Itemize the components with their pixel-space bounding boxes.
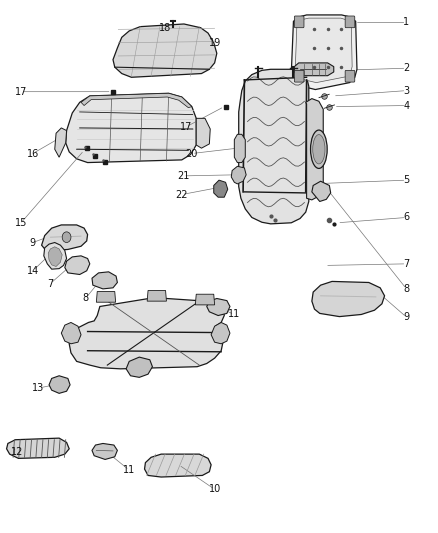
Text: 19: 19	[209, 38, 222, 47]
FancyBboxPatch shape	[345, 70, 355, 82]
Text: 6: 6	[403, 213, 410, 222]
Text: 22: 22	[176, 190, 188, 199]
Polygon shape	[145, 454, 211, 477]
Polygon shape	[92, 272, 117, 289]
Text: 2: 2	[403, 63, 410, 73]
Ellipse shape	[311, 130, 327, 168]
Text: 15: 15	[15, 218, 27, 228]
FancyBboxPatch shape	[294, 70, 304, 82]
Text: 14: 14	[27, 266, 39, 276]
Polygon shape	[294, 63, 334, 76]
Polygon shape	[312, 281, 385, 317]
Polygon shape	[239, 69, 309, 224]
Polygon shape	[55, 128, 67, 157]
Text: 17: 17	[15, 87, 27, 96]
Polygon shape	[147, 290, 166, 301]
Text: 9: 9	[403, 312, 410, 322]
Polygon shape	[214, 180, 228, 197]
Text: 1: 1	[403, 18, 410, 27]
Polygon shape	[113, 24, 217, 77]
Polygon shape	[196, 118, 210, 148]
Circle shape	[62, 232, 71, 243]
Polygon shape	[44, 243, 67, 269]
Text: 7: 7	[403, 259, 410, 269]
Text: 10: 10	[208, 484, 221, 494]
Polygon shape	[69, 298, 224, 369]
Text: 11: 11	[123, 465, 135, 475]
Text: 20: 20	[186, 149, 198, 158]
FancyBboxPatch shape	[345, 16, 355, 28]
Polygon shape	[48, 247, 62, 266]
Text: 9: 9	[30, 238, 36, 247]
Text: 16: 16	[27, 149, 39, 158]
Text: 12: 12	[11, 447, 23, 457]
Text: 8: 8	[403, 284, 410, 294]
Polygon shape	[211, 322, 230, 344]
Polygon shape	[126, 357, 152, 377]
Polygon shape	[81, 93, 192, 108]
Polygon shape	[61, 322, 81, 344]
Polygon shape	[306, 99, 323, 200]
Text: 18: 18	[159, 23, 172, 33]
Polygon shape	[295, 18, 352, 83]
Polygon shape	[42, 225, 88, 251]
Text: 11: 11	[228, 310, 240, 319]
Polygon shape	[66, 93, 196, 163]
Polygon shape	[195, 294, 215, 305]
Text: 7: 7	[47, 279, 53, 288]
Text: 21: 21	[177, 171, 189, 181]
Text: 13: 13	[32, 383, 45, 393]
Polygon shape	[231, 166, 246, 184]
Polygon shape	[65, 256, 90, 274]
Text: 4: 4	[403, 101, 410, 110]
Polygon shape	[92, 443, 117, 459]
Polygon shape	[49, 376, 70, 393]
Polygon shape	[7, 438, 69, 458]
Text: 5: 5	[403, 175, 410, 185]
Polygon shape	[96, 292, 116, 302]
Ellipse shape	[313, 134, 325, 164]
Text: 3: 3	[403, 86, 410, 95]
Polygon shape	[207, 298, 230, 316]
Polygon shape	[291, 15, 357, 90]
Text: 8: 8	[82, 294, 88, 303]
Polygon shape	[234, 134, 245, 163]
Text: 17: 17	[180, 122, 192, 132]
Polygon shape	[312, 181, 331, 201]
FancyBboxPatch shape	[294, 16, 304, 28]
